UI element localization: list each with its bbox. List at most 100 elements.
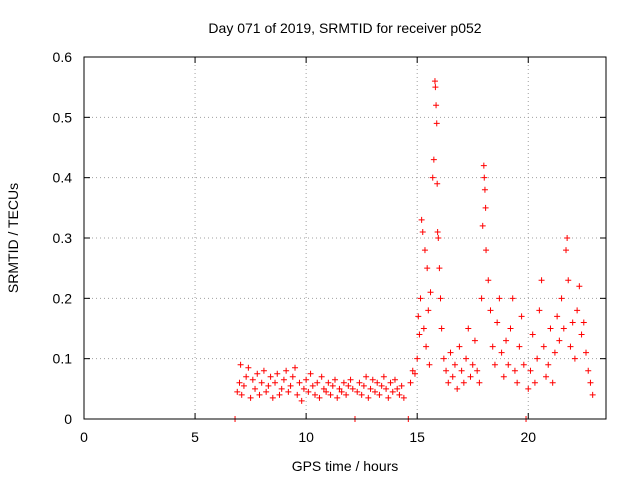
- data-point: [476, 379, 483, 386]
- data-point: [387, 379, 394, 386]
- data-point: [287, 382, 294, 389]
- data-point: [332, 376, 339, 383]
- data-point: [274, 370, 281, 377]
- data-point: [560, 325, 567, 332]
- data-point: [417, 295, 424, 302]
- data-point: [378, 382, 385, 389]
- data-point: [551, 349, 558, 356]
- data-point: [234, 388, 241, 395]
- data-point: [538, 277, 545, 284]
- data-point: [411, 370, 418, 377]
- data-point: [367, 385, 374, 392]
- data-point: [432, 84, 439, 91]
- data-point: [518, 313, 525, 320]
- data-point: [303, 376, 310, 383]
- data-point: [547, 325, 554, 332]
- data-point: [580, 319, 587, 326]
- data-point: [385, 394, 392, 401]
- data-point: [254, 370, 261, 377]
- data-point: [465, 325, 472, 332]
- data-point: [414, 355, 421, 362]
- data-point: [479, 222, 486, 229]
- data-point: [334, 394, 341, 401]
- data-points: [232, 78, 596, 422]
- data-point: [309, 382, 316, 389]
- data-point: [576, 283, 583, 290]
- data-point: [418, 216, 425, 223]
- data-point: [433, 120, 440, 127]
- data-point: [376, 391, 383, 398]
- data-point: [564, 235, 571, 241]
- data-point: [434, 180, 441, 187]
- data-point: [474, 367, 481, 374]
- data-point: [527, 367, 534, 374]
- data-point: [435, 235, 442, 241]
- data-point: [389, 388, 396, 395]
- data-point: [494, 319, 501, 326]
- data-point: [380, 373, 387, 380]
- data-point: [589, 391, 596, 398]
- data-point: [409, 367, 416, 374]
- data-point: [263, 388, 270, 395]
- data-point: [482, 204, 489, 211]
- data-point: [247, 394, 254, 401]
- data-point: [307, 370, 314, 377]
- data-point: [292, 364, 299, 371]
- data-point: [240, 382, 247, 389]
- data-point: [396, 391, 403, 398]
- chart-title: Day 071 of 2019, SRMTID for receiver p05…: [208, 20, 481, 36]
- data-point: [269, 394, 276, 401]
- data-point: [549, 379, 556, 386]
- data-point: [585, 367, 592, 374]
- data-point: [356, 379, 363, 386]
- data-point: [480, 162, 487, 169]
- data-point: [252, 385, 259, 392]
- data-point: [509, 295, 516, 302]
- data-point: [285, 388, 292, 395]
- data-point: [569, 319, 576, 326]
- data-point: [314, 379, 321, 386]
- data-point: [283, 367, 290, 374]
- data-point: [481, 174, 488, 181]
- data-point: [371, 388, 378, 395]
- data-point: [485, 277, 492, 284]
- x-tick-label: 0: [80, 429, 88, 445]
- data-point: [491, 361, 498, 368]
- y-tick-label: 0.6: [53, 49, 73, 65]
- data-point: [398, 382, 405, 389]
- data-point: [329, 382, 336, 389]
- data-point: [245, 364, 252, 371]
- data-point: [294, 391, 301, 398]
- data-point: [426, 361, 433, 368]
- data-point: [343, 391, 350, 398]
- data-point: [558, 295, 565, 302]
- data-point: [289, 373, 296, 380]
- data-point: [449, 373, 456, 380]
- data-point: [265, 382, 272, 389]
- data-point: [243, 373, 250, 380]
- data-point: [318, 373, 325, 380]
- data-point: [391, 376, 398, 383]
- data-point: [556, 337, 563, 344]
- x-tick-label: 10: [298, 429, 314, 445]
- data-point: [363, 373, 370, 380]
- plot-frame: [83, 56, 607, 420]
- data-point: [440, 355, 447, 362]
- data-point: [451, 361, 458, 368]
- data-point: [272, 379, 279, 386]
- data-point: [374, 379, 381, 386]
- data-point: [349, 385, 356, 392]
- data-point: [463, 355, 470, 362]
- data-point: [498, 349, 505, 356]
- data-point: [327, 391, 334, 398]
- data-point: [567, 343, 574, 350]
- data-point: [325, 379, 332, 386]
- data-point: [267, 373, 274, 380]
- y-tick-label: 0.4: [53, 170, 73, 186]
- data-point: [487, 307, 494, 314]
- data-point: [316, 394, 323, 401]
- data-point: [383, 385, 390, 392]
- data-point: [460, 379, 467, 386]
- data-point: [354, 388, 361, 395]
- data-point: [516, 343, 523, 350]
